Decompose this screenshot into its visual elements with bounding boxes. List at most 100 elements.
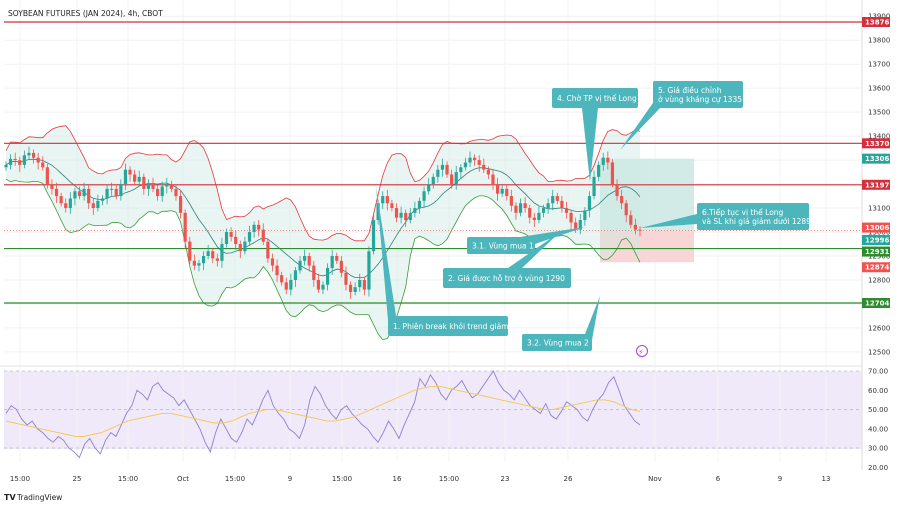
annotation-callout[interactable]: 3.1. Vùng mua 1: [467, 227, 585, 254]
candle-body: [541, 208, 546, 213]
candle-body: [211, 251, 215, 259]
candle-body: [532, 217, 536, 221]
time-tick-label: Oct: [177, 475, 189, 483]
candle-body: [59, 196, 63, 204]
candle-body: [206, 251, 210, 257]
rsi-tick-label: 70.00: [868, 368, 888, 376]
callout-label: 3.1. Vùng mua 1: [472, 241, 534, 250]
candle-body: [27, 152, 31, 156]
candle-body: [394, 208, 399, 218]
callout-pointer: [640, 214, 697, 228]
candle-body: [156, 188, 160, 197]
candle-body: [353, 287, 357, 292]
candle-body: [18, 160, 22, 165]
callout-box: [697, 203, 809, 230]
candle-body: [371, 220, 376, 252]
rsi-ma-line: [5, 385, 641, 437]
candle-body: [316, 279, 321, 290]
candle-body: [477, 160, 481, 165]
candle-body: [41, 162, 45, 168]
candle-body: [569, 212, 573, 223]
price-tag: [862, 246, 890, 257]
candle-body: [606, 157, 610, 163]
time-tick-label: 23: [501, 475, 510, 483]
callout-pointer: [376, 186, 396, 320]
candle-body: [440, 164, 445, 170]
candle-body: [601, 157, 605, 165]
price-tag: [862, 179, 890, 190]
time-tick-label: 9: [288, 475, 292, 483]
candle-body: [348, 284, 353, 292]
time-tick-label: 25: [73, 475, 82, 483]
candle-body: [188, 241, 192, 261]
candle-body: [358, 279, 362, 288]
candle-body: [537, 212, 541, 221]
annotation-callout[interactable]: 3.2. Vùng mua 2: [522, 296, 600, 351]
candle-body: [408, 212, 412, 221]
candle-body: [578, 220, 582, 230]
candle-body: [344, 272, 348, 285]
candle-body: [224, 232, 229, 245]
candle-body: [87, 188, 91, 204]
candle-body: [266, 241, 270, 259]
candle-body: [280, 275, 284, 283]
candle-body: [174, 188, 178, 197]
annotation-callout[interactable]: 2. Giá được hỗ trợ ở vùng 1290: [443, 232, 571, 288]
candle-body: [293, 270, 298, 280]
candle-body: [284, 282, 288, 290]
candle-body: [362, 279, 366, 290]
tradingview-logo[interactable]: TV TradingView: [4, 493, 62, 502]
candle-body: [160, 186, 164, 197]
candle-body: [629, 215, 633, 225]
candle-body: [54, 188, 59, 197]
candle-body: [509, 196, 513, 206]
candle-body: [243, 241, 247, 252]
candle-body: [413, 208, 417, 213]
price-tag-label: 12996: [865, 236, 889, 244]
candle-body: [610, 162, 615, 185]
price-tick-label: 13400: [868, 133, 890, 141]
candle-body: [234, 236, 238, 245]
event-lightning-icon[interactable]: ⚡: [636, 345, 648, 357]
candle-body: [178, 196, 183, 213]
candle-body: [583, 210, 587, 221]
candle-body: [399, 212, 403, 218]
annotation-callout[interactable]: 4. Chờ TP vị thế Long: [552, 88, 638, 182]
candle-body: [339, 260, 343, 273]
candle-body: [638, 229, 642, 231]
time-tick-label: 26: [564, 475, 573, 483]
candle-body: [427, 184, 431, 192]
time-tick-label: 13: [822, 475, 831, 483]
rsi-tick-label: 50.00: [868, 406, 888, 414]
callout-pointer: [620, 100, 660, 150]
candle-body: [445, 164, 449, 175]
rsi-line: [5, 370, 641, 459]
rsi-tick-label: 30.00: [868, 445, 888, 453]
candle-body: [555, 196, 559, 201]
price-tag-label: 13197: [865, 181, 889, 189]
time-tick-label: 15:00: [439, 475, 459, 483]
candle-body: [114, 188, 118, 197]
candle-body: [68, 198, 72, 209]
candle-body: [4, 164, 8, 168]
candle-body: [431, 176, 435, 185]
stop-loss-zone: [600, 230, 694, 263]
price-tick-label: 12800: [868, 276, 890, 284]
candle-body: [624, 203, 628, 216]
candle-body: [91, 203, 95, 209]
candles: [4, 146, 642, 299]
candle-body: [50, 184, 54, 189]
candle-body: [100, 198, 105, 201]
callout-pointer: [508, 232, 560, 268]
candle-body: [257, 224, 261, 230]
candle-body: [551, 196, 555, 204]
price-tick-label: 13800: [868, 37, 890, 45]
annotation-callout[interactable]: 1. Phiên break khỏi trend giảm: [376, 186, 509, 336]
candle-body: [247, 232, 252, 242]
candle-body: [201, 256, 206, 264]
candle-body: [491, 174, 495, 185]
candle-body: [615, 184, 619, 197]
